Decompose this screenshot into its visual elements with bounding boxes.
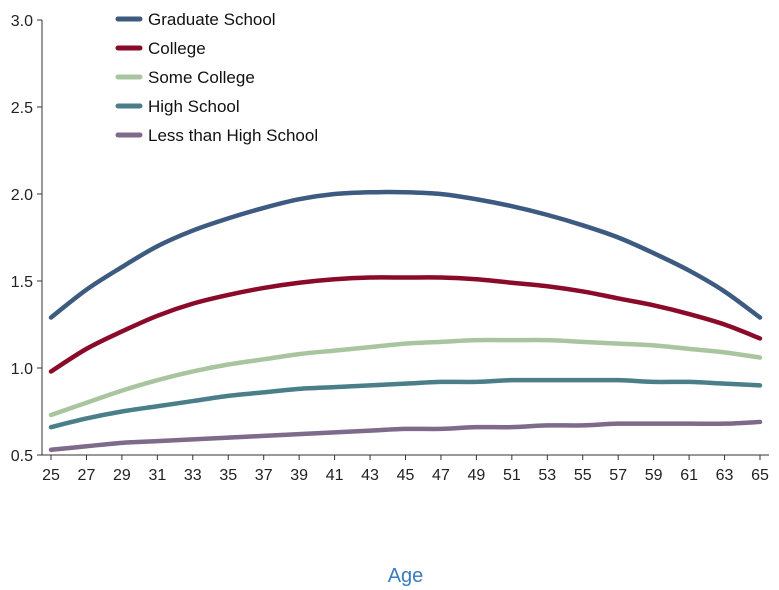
y-tick-label: 2.0 (11, 187, 33, 204)
y-tick-label: 2.5 (11, 100, 33, 117)
x-tick-label: 25 (42, 467, 60, 484)
x-tick-label: 51 (503, 467, 521, 484)
x-tick-label: 63 (716, 467, 734, 484)
x-tick-label: 53 (538, 467, 556, 484)
series-line-graduate-school (48, 189, 763, 320)
series-line-high-school (48, 377, 763, 430)
x-tick-label: 43 (361, 467, 379, 484)
series-line-college (48, 275, 763, 374)
x-tick-label: 61 (680, 467, 698, 484)
legend-label: Graduate School (148, 10, 276, 29)
legend-label: High School (148, 97, 240, 116)
legend-label: College (148, 39, 206, 58)
legend-label: Less than High School (148, 126, 318, 145)
x-tick-label: 57 (609, 467, 627, 484)
x-tick-label: 55 (574, 467, 592, 484)
x-tick-label: 59 (645, 467, 663, 484)
series-line-some-college (48, 337, 763, 418)
y-tick-label: 3.0 (11, 13, 33, 30)
tick-layer: 0.5 1.0 1.5 2.0 2.5 3.0 25 27 29 31 33 35 37 39 41 43 45… (11, 13, 769, 484)
x-tick-label: 29 (113, 467, 131, 484)
x-tick-label: 27 (78, 467, 96, 484)
x-tick-label: 65 (751, 467, 769, 484)
x-tick-label: 37 (255, 467, 273, 484)
x-axis-title: Age (388, 565, 424, 587)
x-tick-label: 31 (148, 467, 166, 484)
x-tick-label: 39 (290, 467, 308, 484)
x-tick-label: 47 (432, 467, 450, 484)
x-tick-label: 33 (184, 467, 202, 484)
x-tick-label: 41 (326, 467, 344, 484)
x-tick-label: 45 (397, 467, 415, 484)
legend: Graduate School College Some College High S… (115, 10, 318, 145)
y-tick-label: 1.0 (11, 361, 33, 378)
x-tick-label: 35 (219, 467, 237, 484)
series-layer (48, 189, 763, 453)
legend-label: Some College (148, 68, 255, 87)
x-tick-label: 49 (468, 467, 486, 484)
y-tick-label: 1.5 (11, 274, 33, 291)
y-tick-label: 0.5 (11, 448, 33, 465)
series-line-less-than-high-school (48, 419, 763, 453)
